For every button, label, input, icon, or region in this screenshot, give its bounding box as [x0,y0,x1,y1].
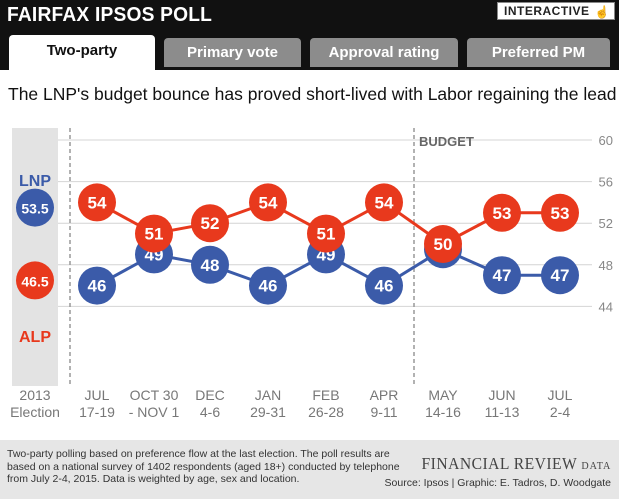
x-tick-label: DEC [195,387,225,403]
alp-point-label: 50 [434,235,453,254]
interactive-label: INTERACTIVE [504,4,590,18]
poll-title: FAIRFAX IPSOS POLL [7,4,213,26]
alp-point-label: 54 [88,193,107,212]
header-bar: FAIRFAX IPSOS POLL INTERACTIVE ☝ Two-par… [0,0,619,70]
lnp-point-label: 47 [493,266,512,285]
x-tick-label: MAY [428,387,458,403]
x-tick-label: OCT 30 [130,387,179,403]
lnp-point-label: 47 [551,266,570,285]
y-tick-label: 48 [599,258,613,273]
alp-point [483,193,521,232]
alp-point-label: 51 [145,225,164,244]
lnp-point [78,266,116,305]
x-tick-label: 2-4 [550,404,570,420]
x-tick-label: FEB [312,387,339,403]
y-tick-label: 60 [599,133,613,148]
y-tick-label: 52 [599,216,613,231]
tab-preferred-pm[interactable]: Preferred PM [467,38,610,67]
lnp-point-label: 46 [375,277,394,296]
x-tick-label: 14-16 [425,404,461,420]
tab-bar: Two-party Primary vote Approval rating P… [0,35,619,70]
alp-point-label: 54 [259,193,278,212]
alp-point-label: 53 [493,204,512,223]
x-tick-label: JAN [255,387,281,403]
x-tick-label: Election [10,404,60,420]
x-tick-label: JUL [548,387,573,403]
x-tick-label: JUN [488,387,515,403]
source-credit: Source: Ipsos | Graphic: E. Tadros, D. W… [384,477,611,489]
alp-point [16,261,54,300]
tab-primary-vote[interactable]: Primary vote [164,38,301,67]
alp-point [424,225,462,263]
x-tick-label: 11-13 [485,404,520,420]
logo-data-text: DATA [581,460,611,472]
methodology-note: Two-party polling based on preference fl… [7,448,400,485]
alp-point [541,193,579,232]
x-tick-label: 29-31 [250,404,286,420]
budget-annotation: BUDGET [419,134,474,149]
interactive-button[interactable]: INTERACTIVE ☝ [497,2,615,20]
lnp-point-label: 53.5 [21,201,48,217]
lnp-point-label: 48 [201,256,220,275]
x-tick-label: 26-28 [308,404,344,420]
alp-point-label: 51 [317,225,336,244]
lnp-point [249,266,287,305]
x-tick-label: JUL [85,387,110,403]
tab-approval-rating[interactable]: Approval rating [310,38,458,67]
hand-pointer-icon: ☝ [594,5,610,19]
lnp-point [16,188,54,227]
alp-series-name: ALP [19,329,51,346]
lnp-point [191,245,229,284]
alp-point-label: 52 [201,214,220,233]
x-tick-label: 2013 [19,387,50,403]
alp-point-label: 46.5 [21,273,48,289]
logo-main-text: FINANCIAL REVIEW [421,454,577,473]
alp-point [135,214,173,253]
financial-review-logo: FINANCIAL REVIEW DATA [421,454,611,474]
alp-point [307,214,345,253]
lnp-point [483,256,521,295]
lnp-point [365,266,403,305]
alp-point [249,183,287,222]
tab-two-party[interactable]: Two-party [9,35,155,70]
lnp-point-label: 46 [259,277,278,296]
x-tick-label: APR [370,387,399,403]
y-tick-label: 44 [599,299,613,314]
election-band [12,128,58,386]
chart-subtitle: The LNP's budget bounce has proved short… [8,84,617,104]
x-tick-label: 17-19 [79,404,115,420]
x-tick-label: 9-11 [371,404,398,420]
x-tick-label: 4-6 [200,404,220,420]
x-tick-label: - NOV 1 [129,404,180,420]
lnp-series-name: LNP [19,173,51,190]
alp-point [191,204,229,243]
alp-point-label: 53 [551,204,570,223]
alp-point [78,183,116,222]
chart-area: 60 56 52 48 44 BUDGET 53.5 46 49 48 46 49 46 47 47 46.5… [0,124,619,434]
footer: Two-party polling based on preference fl… [0,440,619,499]
alp-point [365,183,403,222]
lnp-point-label: 46 [88,277,107,296]
alp-point-label: 54 [375,193,394,212]
lnp-point [541,256,579,295]
y-tick-label: 56 [599,175,613,190]
